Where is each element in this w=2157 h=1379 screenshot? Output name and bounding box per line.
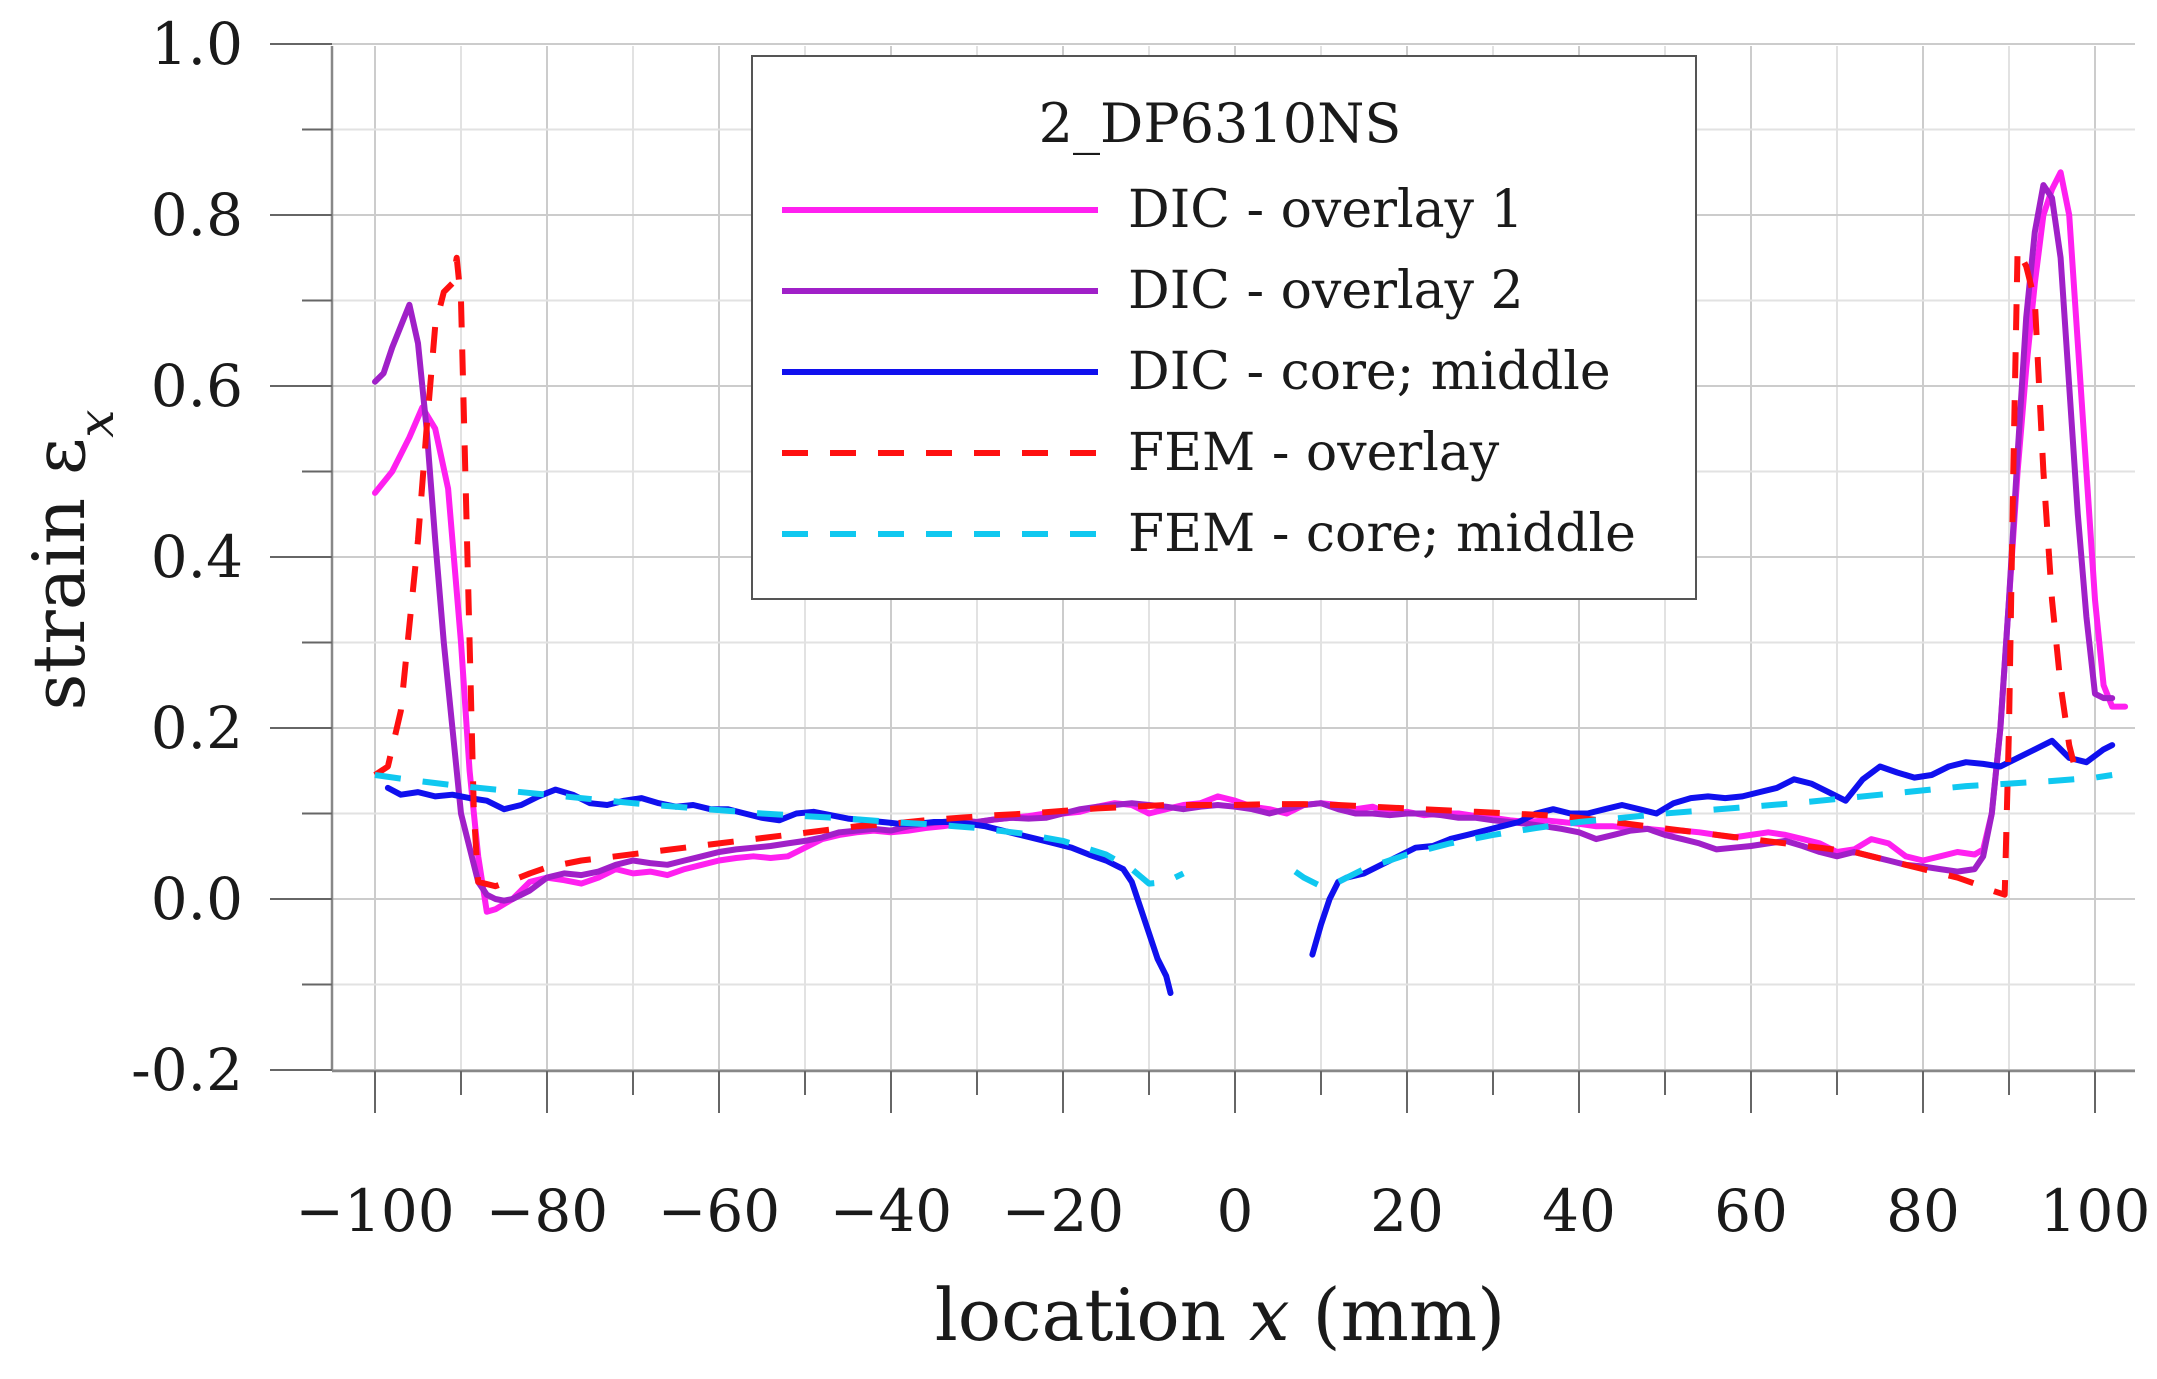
- y-tick-label: 0.4: [151, 523, 243, 591]
- x-tick-label: 80: [1886, 1177, 1960, 1245]
- x-tick-label: 60: [1714, 1177, 1788, 1245]
- x-tick-label: 100: [2040, 1177, 2151, 1245]
- legend-box: [751, 55, 1697, 600]
- y-tick-label: 1.0: [151, 10, 243, 78]
- x-axis-label-variable: x: [1249, 1273, 1290, 1357]
- x-axis-label-suffix: (mm): [1290, 1273, 1506, 1357]
- series-line: [1309, 737, 2116, 958]
- x-tick-label: −100: [295, 1177, 454, 1245]
- plot-area: [372, 169, 2129, 996]
- x-tick-label: 40: [1542, 1177, 1616, 1245]
- legend-title: 2_DP6310NS: [1039, 92, 1402, 155]
- y-axis-label-subscript: x: [67, 409, 125, 437]
- x-tick-label: 0: [1217, 1177, 1254, 1245]
- x-tick-label: −40: [830, 1177, 952, 1245]
- series-line: [384, 784, 1174, 996]
- y-axis-label-prefix: strain ε: [17, 438, 101, 711]
- legend-label: DIC - overlay 1: [1128, 180, 1524, 240]
- x-axis-label: location x (mm): [935, 1273, 1505, 1357]
- tick-labels: -0.2 0.0 0.2 0.4 0.6 0.8 1.0 −100 −80 −60 −40 −20 0 2…: [131, 10, 2150, 1245]
- series-3: [384, 737, 2116, 996]
- y-tick-label: 0.0: [151, 865, 243, 933]
- legend-label: FEM - core; middle: [1128, 504, 1636, 564]
- legend-label: DIC - core; middle: [1128, 342, 1611, 402]
- series-line: [1293, 772, 2113, 890]
- x-tick-label: −20: [1002, 1177, 1124, 1245]
- series-5: [374, 772, 2113, 890]
- y-tick-label: -0.2: [131, 1036, 243, 1104]
- y-axis-label: strain εx: [17, 409, 125, 710]
- y-tick-label: 0.2: [151, 694, 243, 762]
- x-tick-label: −60: [658, 1177, 780, 1245]
- series-line: [374, 772, 1185, 887]
- x-tick-label: −80: [486, 1177, 608, 1245]
- legend-entries: DIC - overlay 1 DIC - overlay 2 DIC - core…: [782, 180, 1636, 564]
- legend-label: FEM - overlay: [1128, 423, 1500, 483]
- series-line: [373, 246, 2077, 898]
- x-axis-label-prefix: location: [935, 1273, 1249, 1357]
- axes: [270, 43, 2135, 1113]
- x-tick-label: 20: [1370, 1177, 1444, 1245]
- series-4: [373, 246, 2077, 898]
- legend-label: DIC - overlay 2: [1128, 261, 1524, 321]
- y-tick-label: 0.6: [151, 352, 243, 420]
- y-tick-label: 0.8: [151, 181, 243, 249]
